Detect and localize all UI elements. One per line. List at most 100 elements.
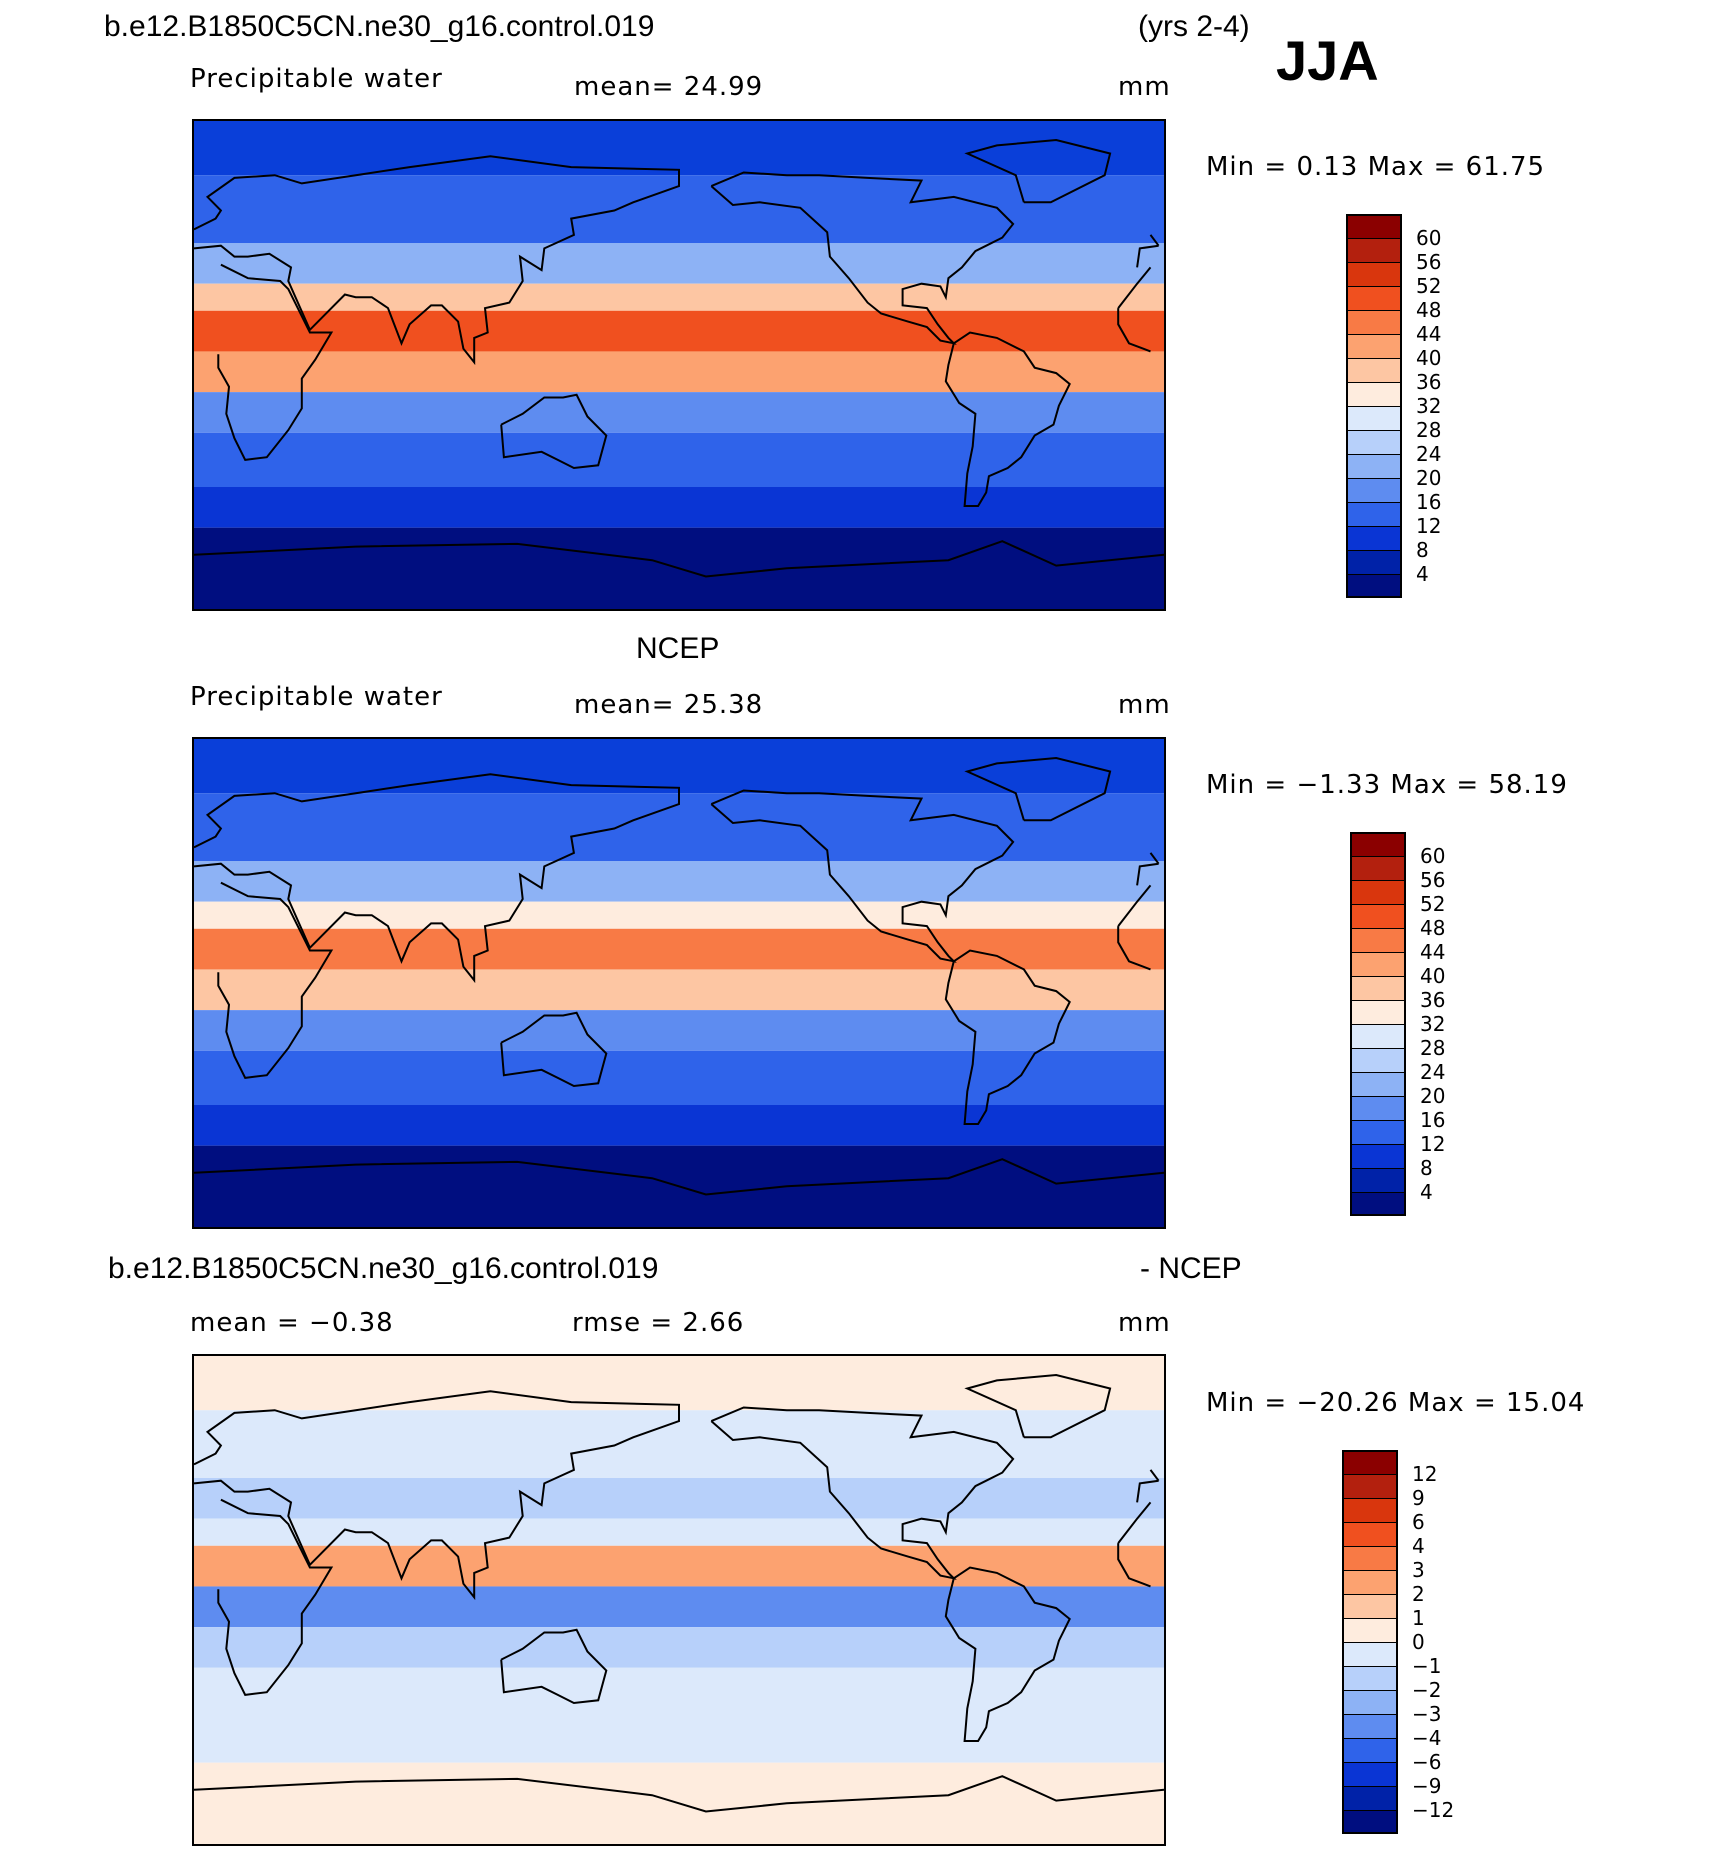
colorbar-tick-label: 44 bbox=[1416, 322, 1442, 346]
colorbar-swatch bbox=[1342, 1786, 1398, 1810]
years-label: (yrs 2-4) bbox=[1138, 10, 1250, 43]
colorbar-tick-label: 8 bbox=[1416, 538, 1429, 562]
colorbar-tick-label: 28 bbox=[1416, 418, 1442, 442]
panel1-map-svg bbox=[194, 121, 1164, 609]
coastline bbox=[500, 1628, 608, 1705]
map-field-band bbox=[194, 1722, 1164, 1763]
map-field-band bbox=[194, 392, 1164, 433]
colorbar-swatch bbox=[1350, 928, 1406, 952]
colorbar-swatch bbox=[1346, 406, 1402, 430]
panel1-units: mm bbox=[1118, 72, 1171, 102]
map-field-band bbox=[194, 1518, 1164, 1546]
coastline bbox=[1117, 884, 1152, 927]
colorbar-swatch bbox=[1346, 286, 1402, 310]
colorbar-swatch bbox=[1350, 1168, 1406, 1192]
colorbar-tick-label: 32 bbox=[1420, 1012, 1446, 1036]
colorbar-swatch bbox=[1346, 334, 1402, 358]
map-field-band bbox=[194, 969, 1164, 1011]
panel3-rmse: rmse = 2.66 bbox=[572, 1308, 745, 1338]
coastline bbox=[1149, 234, 1160, 247]
coastline bbox=[944, 331, 1071, 507]
coastline bbox=[1136, 862, 1159, 886]
colorbar-tick-label: 16 bbox=[1416, 490, 1442, 514]
colorbar-tick-label: 48 bbox=[1416, 298, 1442, 322]
panel2-map bbox=[192, 737, 1166, 1229]
panel3-title-left: b.e12.B1850C5CN.ne30_g16.control.019 bbox=[108, 1252, 659, 1285]
colorbar-swatch bbox=[1350, 880, 1406, 904]
colorbar-swatch bbox=[1346, 358, 1402, 382]
colorbar-swatch bbox=[1350, 1048, 1406, 1072]
colorbar-tick-label: 60 bbox=[1416, 226, 1442, 250]
colorbar-swatch bbox=[1350, 1024, 1406, 1048]
coastline bbox=[194, 1390, 680, 1601]
colorbar-swatch bbox=[1350, 1144, 1406, 1168]
panel3-units: mm bbox=[1118, 1308, 1171, 1338]
coastline bbox=[944, 1566, 1071, 1742]
coastline bbox=[194, 540, 1164, 578]
map-field-band bbox=[194, 283, 1164, 311]
colorbar-swatch bbox=[1342, 1474, 1398, 1498]
colorbar-tick-label: 1 bbox=[1412, 1606, 1425, 1630]
colorbar-tick-label: −1 bbox=[1412, 1654, 1442, 1678]
colorbar-swatch bbox=[1346, 574, 1402, 598]
coastline bbox=[1117, 1543, 1151, 1588]
colorbar-swatch bbox=[1346, 478, 1402, 502]
colorbar-tick-label: 6 bbox=[1412, 1510, 1425, 1534]
map-field-band bbox=[194, 310, 1164, 352]
colorbar-swatch bbox=[1346, 430, 1402, 454]
coastline bbox=[964, 138, 1112, 204]
colorbar-tick-label: 28 bbox=[1420, 1036, 1446, 1060]
coastline bbox=[1136, 244, 1159, 268]
colorbar-frame bbox=[1350, 832, 1406, 1216]
coastline bbox=[217, 263, 334, 461]
colorbar-tick-label: −6 bbox=[1412, 1750, 1442, 1774]
colorbar-tick-label: 4 bbox=[1412, 1534, 1425, 1558]
colorbar-swatch bbox=[1346, 502, 1402, 526]
colorbar-swatch bbox=[1350, 856, 1406, 880]
map-field-band bbox=[194, 121, 1164, 176]
panel2-minmax: Min = −1.33 Max = 58.19 bbox=[1206, 770, 1568, 800]
coastline bbox=[500, 393, 608, 470]
colorbar-swatch bbox=[1342, 1642, 1398, 1666]
colorbar-swatch bbox=[1342, 1666, 1398, 1690]
colorbar-swatch bbox=[1342, 1450, 1398, 1474]
map-field-band bbox=[194, 487, 1164, 528]
colorbar-swatch bbox=[1346, 382, 1402, 406]
coastline bbox=[710, 171, 1015, 345]
colorbar-tick-label: −9 bbox=[1412, 1774, 1442, 1798]
colorbar-swatch bbox=[1346, 262, 1402, 286]
map-field-band bbox=[194, 1586, 1164, 1628]
season-label: JJA bbox=[1276, 29, 1379, 92]
colorbar-swatch bbox=[1342, 1762, 1398, 1786]
panel2-colorbar: 60 56 52 48 44 40 36 32 28 24 20 16 12 8 4 bbox=[1350, 832, 1470, 1220]
panel1-variable: Precipitable water bbox=[190, 64, 443, 94]
colorbar-tick-label: 16 bbox=[1420, 1108, 1446, 1132]
coastline bbox=[1117, 1501, 1152, 1544]
panel3-title-right: - NCEP bbox=[1140, 1252, 1242, 1285]
colorbar-swatch bbox=[1342, 1738, 1398, 1762]
colorbar-swatch bbox=[1342, 1810, 1398, 1834]
colorbar-tick-label: 4 bbox=[1420, 1180, 1433, 1204]
map-field-band bbox=[194, 1356, 1164, 1411]
coastline bbox=[194, 1775, 1164, 1813]
panel1-colorbar: 60 56 52 48 44 40 36 32 28 24 20 16 12 8 4 bbox=[1346, 214, 1466, 602]
panel3-map bbox=[192, 1354, 1166, 1846]
colorbar-tick-label: 0 bbox=[1412, 1630, 1425, 1654]
panel1-map bbox=[192, 119, 1166, 611]
coastline bbox=[944, 949, 1071, 1125]
colorbar-swatch bbox=[1342, 1594, 1398, 1618]
coastline bbox=[964, 756, 1112, 822]
coastline bbox=[964, 1373, 1112, 1439]
colorbar-tick-label: 60 bbox=[1420, 844, 1446, 868]
coastline bbox=[217, 881, 334, 1079]
panel3-colorbar: 12 9 6 4 3 2 1 0 −1 −2 −3 −4 −6 −9 −12 bbox=[1342, 1450, 1462, 1838]
coastline bbox=[500, 1011, 608, 1088]
map-field-band bbox=[194, 243, 1164, 284]
colorbar-tick-label: 12 bbox=[1416, 514, 1442, 538]
coastline bbox=[710, 1406, 1015, 1580]
map-field-band bbox=[194, 1010, 1164, 1051]
panel3-map-svg bbox=[194, 1356, 1164, 1844]
map-field-band bbox=[194, 901, 1164, 929]
colorbar-swatch bbox=[1350, 976, 1406, 1000]
colorbar-swatch bbox=[1342, 1546, 1398, 1570]
